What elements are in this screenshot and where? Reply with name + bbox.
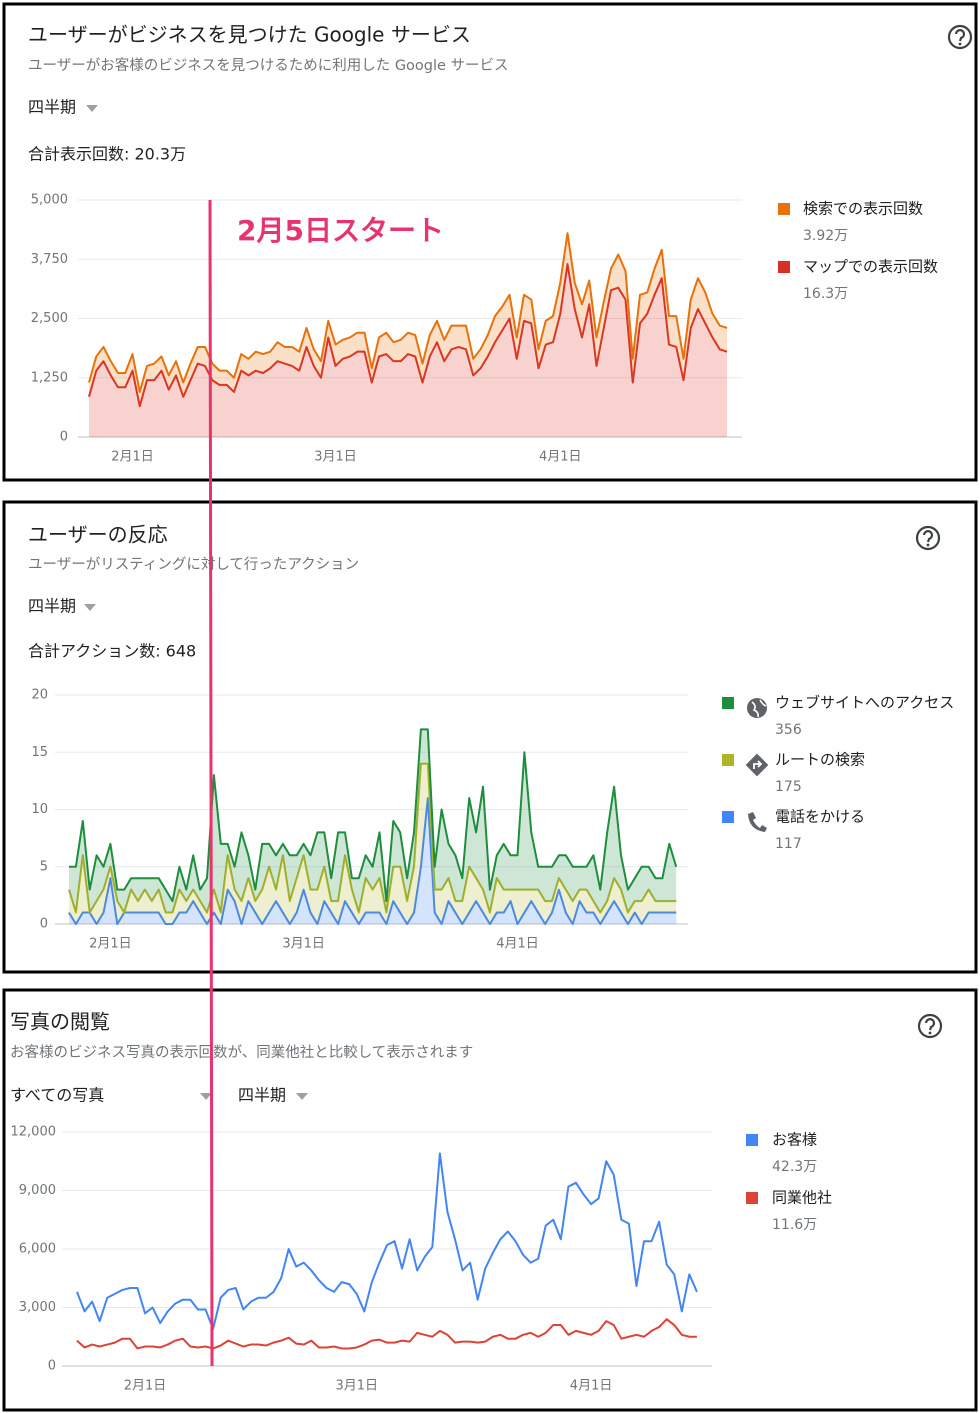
area bbox=[69, 729, 677, 913]
legend-label: マップでの表示回数 bbox=[803, 258, 938, 276]
legend-total: 356 bbox=[775, 722, 802, 738]
x-tick-label: 3月1日 bbox=[335, 1379, 378, 1394]
y-tick-label: 0 bbox=[60, 430, 68, 445]
chart: 0 1,250 2,500 3,750 5,000 2月1日 3月1日 4月1日 検索での表示回… bbox=[31, 193, 938, 465]
line bbox=[68, 762, 677, 914]
legend-label: ウェブサイトへのアクセス bbox=[775, 694, 954, 712]
line bbox=[69, 728, 678, 903]
legend-swatch bbox=[778, 203, 790, 215]
x-tick-label: 4月1日 bbox=[570, 1379, 613, 1394]
x-tick-label: 3月1日 bbox=[314, 450, 357, 465]
line bbox=[76, 1318, 697, 1350]
legend-total: 3.92万 bbox=[803, 228, 848, 244]
y-tick-label: 15 bbox=[31, 745, 48, 760]
dropdown[interactable]: 四半期 bbox=[238, 1086, 286, 1105]
panel-title: ユーザーの反応 bbox=[28, 523, 168, 547]
y-tick-label: 3,000 bbox=[19, 1300, 56, 1315]
dropdown-arrow[interactable] bbox=[296, 1093, 308, 1100]
legend-total: 11.6万 bbox=[772, 1217, 817, 1233]
y-tick-label: 5 bbox=[40, 859, 48, 874]
x-tick-label: 4月1日 bbox=[539, 450, 582, 465]
area bbox=[89, 263, 727, 437]
legend-total: 16.3万 bbox=[803, 286, 848, 302]
summary: 合計アクション数: 648 bbox=[28, 642, 196, 661]
summary: 合計表示回数: 20.3万 bbox=[28, 145, 186, 164]
y-tick-label: 2,500 bbox=[31, 311, 68, 326]
chart: 0 5 10 15 20 2月1日 3月1日 4月1日 ウェブサイトへのアクセス 356 ルートの検… bbox=[31, 688, 954, 952]
legend-total: 42.3万 bbox=[772, 1159, 817, 1175]
legend-swatch bbox=[722, 754, 734, 766]
y-tick-label: 3,750 bbox=[31, 252, 68, 267]
dropdown[interactable]: すべての写真 bbox=[10, 1086, 104, 1105]
help-icon[interactable] bbox=[947, 24, 973, 50]
panel-subtitle: ユーザーがお客様のビジネスを見つけるために利用した Google サービス bbox=[28, 57, 509, 74]
legend-label: お客様 bbox=[772, 1131, 817, 1149]
legend-label: 電話をかける bbox=[775, 808, 865, 826]
panel-subtitle: お客様のビジネス写真の表示回数が、同業他社と比較して表示されます bbox=[10, 1043, 473, 1061]
dropdown-arrow[interactable] bbox=[84, 604, 96, 611]
line bbox=[76, 1152, 698, 1330]
line bbox=[88, 262, 728, 408]
line bbox=[88, 232, 728, 393]
help-icon[interactable] bbox=[915, 525, 941, 551]
panel-subtitle: ユーザーがリスティングに対して行ったアクション bbox=[28, 556, 359, 573]
directions-icon bbox=[745, 753, 769, 777]
legend-total: 175 bbox=[775, 779, 802, 795]
panel-border bbox=[2, 500, 978, 974]
panel-title: ユーザーがビジネスを見つけた Google サービス bbox=[28, 23, 471, 47]
x-tick-label: 2月1日 bbox=[111, 450, 154, 465]
panel-border bbox=[2, 2, 978, 482]
line bbox=[68, 797, 677, 925]
dropdown[interactable]: 四半期 bbox=[28, 597, 76, 616]
dropdown-arrow[interactable] bbox=[86, 105, 98, 112]
area bbox=[89, 233, 727, 407]
legend-swatch bbox=[722, 811, 734, 823]
chart: 0 3,000 6,000 9,000 12,000 2月1日 3月1日 4月1日 お客様 42.… bbox=[11, 1125, 833, 1394]
y-tick-label: 12,000 bbox=[11, 1125, 57, 1140]
legend-swatch bbox=[746, 1192, 758, 1204]
dropdown-arrow[interactable] bbox=[200, 1093, 212, 1100]
legend-label: 検索での表示回数 bbox=[803, 200, 923, 218]
legend-label: ルートの検索 bbox=[775, 751, 865, 769]
x-tick-label: 4月1日 bbox=[496, 937, 539, 952]
y-tick-label: 9,000 bbox=[19, 1183, 56, 1198]
x-tick-label: 3月1日 bbox=[282, 937, 325, 952]
panel-title: 写真の閲覧 bbox=[10, 1010, 110, 1034]
area bbox=[69, 798, 677, 924]
globe-icon bbox=[747, 698, 767, 718]
y-tick-label: 6,000 bbox=[19, 1242, 56, 1257]
legend-swatch bbox=[746, 1134, 758, 1146]
y-tick-label: 1,250 bbox=[31, 370, 68, 385]
legend-label: 同業他社 bbox=[772, 1189, 832, 1207]
y-tick-label: 5,000 bbox=[31, 193, 68, 208]
area bbox=[69, 763, 677, 924]
x-tick-label: 2月1日 bbox=[89, 937, 132, 952]
y-tick-label: 0 bbox=[40, 917, 48, 932]
phone-icon bbox=[748, 812, 767, 832]
x-tick-label: 2月1日 bbox=[124, 1379, 167, 1394]
legend-total: 117 bbox=[775, 836, 802, 852]
panel-border bbox=[2, 988, 978, 1412]
legend-swatch bbox=[778, 261, 790, 273]
y-tick-label: 20 bbox=[31, 688, 48, 703]
y-tick-label: 10 bbox=[31, 802, 48, 817]
legend-swatch bbox=[722, 697, 734, 709]
help-icon[interactable] bbox=[917, 1013, 943, 1039]
annotation: 2月5日スタート bbox=[237, 214, 444, 247]
annotation-line bbox=[208, 199, 214, 1367]
dropdown[interactable]: 四半期 bbox=[28, 98, 76, 117]
y-tick-label: 0 bbox=[48, 1359, 56, 1374]
